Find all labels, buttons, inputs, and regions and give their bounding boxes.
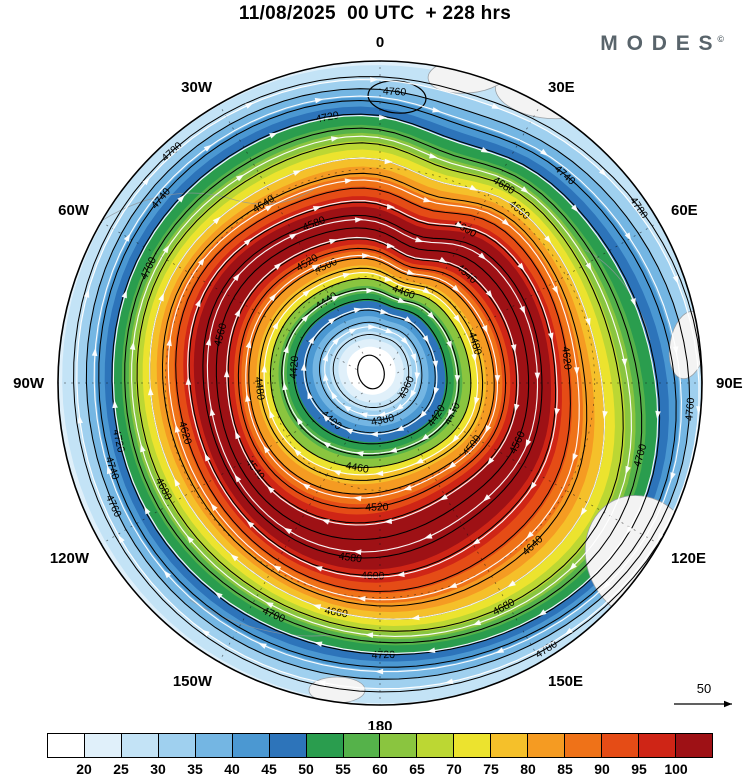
- colorbar-tick: 40: [224, 761, 240, 777]
- colorbar-cell: [342, 734, 380, 757]
- wind-speed-shading: [58, 61, 702, 705]
- colorbar-tick: 25: [113, 761, 129, 777]
- map-boundary: [57, 60, 703, 706]
- longitude-label: 90W: [13, 375, 45, 392]
- colorbar-tick: 95: [631, 761, 647, 777]
- svg-text:4560: 4560: [212, 322, 230, 348]
- svg-text:4480: 4480: [252, 376, 267, 401]
- streamlines: [76, 76, 702, 690]
- reference-vector-label: 50: [697, 681, 711, 696]
- colorbar-tick: 75: [483, 761, 499, 777]
- colorbar-cell: [601, 734, 638, 757]
- colorbar-tick: 60: [372, 761, 388, 777]
- colorbar-tick: 85: [557, 761, 573, 777]
- compass-labels: 0 30E 60E 90E 120E 150E 180 150W 120W 90W 60W 30W: [13, 34, 743, 730]
- colorbar-cell: [416, 734, 454, 757]
- colorbar-cell: [231, 734, 269, 757]
- longitude-label: 60E: [671, 202, 698, 219]
- vortex-center: [357, 354, 385, 390]
- longitude-label: 60W: [58, 202, 90, 219]
- colorbar-cell: [120, 734, 158, 757]
- svg-text:4760: 4760: [383, 85, 407, 98]
- modes-copyright-mark: ©: [717, 34, 724, 44]
- colorbar-tick: 50: [298, 761, 314, 777]
- modes-logo-text: MODES: [600, 32, 722, 55]
- svg-text:4420: 4420: [288, 355, 302, 379]
- colorbar-cell: [305, 734, 343, 757]
- colorbar-cell: [674, 734, 712, 757]
- reference-wind-vector: 50: [674, 681, 732, 708]
- colorbar-tick: 55: [335, 761, 351, 777]
- svg-text:4760: 4760: [683, 397, 697, 421]
- svg-text:4660: 4660: [324, 605, 349, 621]
- colorbar-tick: 45: [261, 761, 277, 777]
- colorbar-tick: 100: [664, 761, 688, 777]
- colorbar-cell: [48, 734, 84, 757]
- colorbar-tick: 80: [520, 761, 536, 777]
- colorbar-cell: [83, 734, 121, 757]
- longitude-label: 120W: [50, 550, 90, 567]
- longitude-label: 150W: [173, 673, 213, 690]
- svg-text:4460: 4460: [345, 460, 370, 476]
- colorbar-cell: [490, 734, 528, 757]
- longitude-label: 30W: [181, 79, 213, 96]
- svg-text:4520: 4520: [365, 501, 389, 513]
- colorbar: [47, 733, 713, 758]
- longitude-label: 90E: [716, 375, 743, 392]
- longitude-label: 30E: [548, 79, 575, 96]
- polar-map: 4360438044004420442044404440446044604480…: [13, 34, 743, 730]
- svg-text:4720: 4720: [315, 109, 340, 125]
- colorbar-cell: [638, 734, 675, 757]
- colorbar-tick: 90: [594, 761, 610, 777]
- colorbar-cell: [527, 734, 565, 757]
- colorbar-tick-labels: 20 25 30 35 40 45 50 55 60 65 70 75 80 85 90 95 100: [47, 761, 713, 779]
- longitude-label: 0: [376, 34, 384, 51]
- colorbar-tick: 70: [446, 761, 462, 777]
- svg-text:4580: 4580: [338, 550, 363, 565]
- svg-text:4720: 4720: [372, 649, 396, 661]
- colorbar-tick: 35: [187, 761, 203, 777]
- height-contours: [73, 76, 702, 693]
- colorbar-cell: [268, 734, 306, 757]
- modes-logo: MODES©: [600, 32, 724, 56]
- colorbar-cell: [564, 734, 602, 757]
- colorbar-cell: [194, 734, 232, 757]
- svg-text:4620: 4620: [559, 346, 573, 371]
- colorbar-cell: [157, 734, 195, 757]
- chart-title: 11/08/2025 00 UTC + 228 hrs: [238, 3, 512, 24]
- longitude-label: 180: [367, 718, 392, 730]
- colorbar-cell: [379, 734, 417, 757]
- colorbar-tick: 30: [150, 761, 166, 777]
- longitude-label: 150E: [548, 673, 583, 690]
- svg-text:4600: 4600: [361, 570, 385, 582]
- longitude-label: 120E: [671, 550, 706, 567]
- reference-vector-arrowhead: [724, 700, 732, 708]
- colorbar-tick: 65: [409, 761, 425, 777]
- colorbar-cell: [453, 734, 491, 757]
- colorbar-tick: 20: [76, 761, 92, 777]
